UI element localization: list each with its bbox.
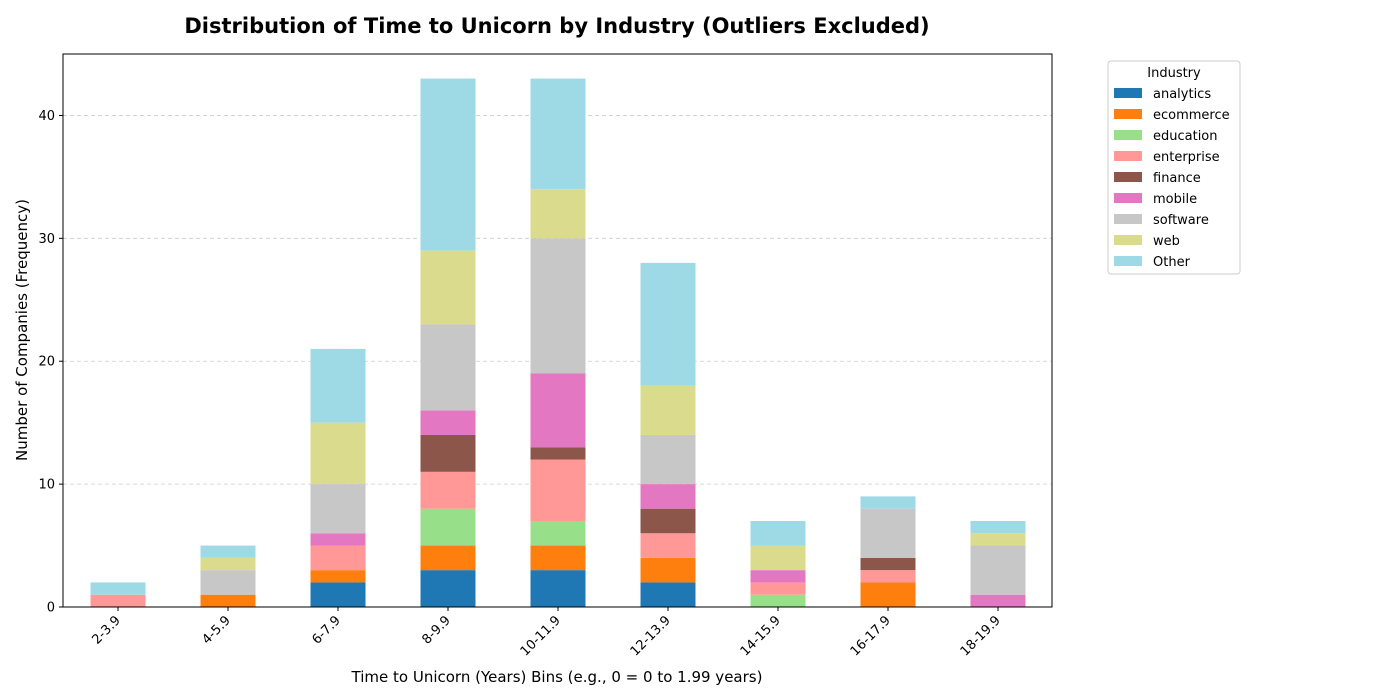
legend-swatch-web	[1114, 235, 1142, 245]
bar-segment-analytics	[420, 570, 476, 607]
bar-segment-other	[860, 496, 916, 509]
x-tick-label: 16-17.9	[848, 613, 894, 659]
legend-swatch-analytics	[1114, 88, 1142, 98]
bar-segment-software	[970, 545, 1026, 595]
legend-swatch-mobile	[1114, 193, 1142, 203]
y-tick-label: 0	[47, 601, 55, 616]
bar-segment-web	[200, 557, 256, 571]
bar-segment-web	[640, 385, 696, 435]
bar-segment-education	[750, 594, 806, 607]
bar-segment-software	[310, 484, 366, 534]
bar-segment-enterprise	[530, 459, 586, 521]
bar-segment-ecommerce	[640, 557, 696, 583]
legend-label-finance: finance	[1153, 171, 1201, 186]
bars	[90, 78, 1026, 607]
legend-swatch-software	[1114, 214, 1142, 224]
bar-segment-other	[640, 262, 696, 386]
legend-label-enterprise: enterprise	[1153, 150, 1220, 165]
bar-segment-finance	[530, 447, 586, 460]
bar-segment-web	[970, 533, 1026, 546]
legend-label-other: Other	[1153, 255, 1191, 270]
bar-segment-mobile	[970, 594, 1026, 607]
x-tick-label: 4-5.9	[199, 613, 233, 647]
x-axis-label: Time to Unicorn (Years) Bins (e.g., 0 = …	[351, 668, 763, 686]
legend-label-web: web	[1153, 234, 1180, 249]
legend-swatch-finance	[1114, 172, 1142, 182]
bar-segment-software	[640, 434, 696, 485]
legend-label-analytics: analytics	[1153, 87, 1211, 102]
y-tick-label: 30	[38, 232, 55, 247]
bar-segment-mobile	[310, 533, 366, 546]
legend-label-software: software	[1153, 213, 1209, 228]
bar-segment-software	[860, 508, 916, 558]
bar-segment-mobile	[750, 570, 806, 583]
bar-segment-finance	[640, 508, 696, 534]
bar-segment-other	[310, 348, 366, 423]
x-tick-label: 10-11.9	[518, 613, 564, 659]
bar-segment-mobile	[640, 484, 696, 509]
x-tick-label: 2-3.9	[89, 613, 123, 647]
legend-swatch-enterprise	[1114, 151, 1142, 161]
bar-segment-ecommerce	[200, 594, 256, 607]
bar-segment-other	[200, 545, 256, 558]
bar-segment-other	[420, 78, 476, 251]
y-tick-label: 10	[38, 478, 55, 493]
bar-segment-ecommerce	[530, 545, 586, 571]
bar-segment-web	[750, 545, 806, 571]
legend-swatch-education	[1114, 130, 1142, 140]
bar-segment-web	[530, 189, 586, 239]
legend-swatch-ecommerce	[1114, 109, 1142, 119]
bar-segment-other	[750, 520, 806, 546]
bar-segment-finance	[420, 434, 476, 472]
legend-items: analytics ecommerce education enterprise fin…	[1114, 87, 1230, 270]
bar-segment-enterprise	[310, 545, 366, 571]
bar-segment-mobile	[420, 410, 476, 435]
legend-label-mobile: mobile	[1153, 192, 1197, 207]
bar-segment-analytics	[530, 570, 586, 607]
bar-segment-education	[420, 508, 476, 546]
legend-label-ecommerce: ecommerce	[1153, 108, 1230, 123]
bar-segment-analytics	[640, 582, 696, 607]
bar-segment-web	[420, 250, 476, 325]
bar-segment-enterprise	[640, 533, 696, 558]
bar-segment-finance	[860, 557, 916, 571]
gridlines	[63, 115, 1052, 485]
x-tick-label: 12-13.9	[628, 613, 674, 659]
bar-segment-enterprise	[420, 471, 476, 509]
bar-segment-enterprise	[750, 582, 806, 595]
x-tick-label: 14-15.9	[738, 613, 784, 659]
bar-segment-software	[420, 324, 476, 411]
legend-label-education: education	[1153, 129, 1218, 144]
bar-segment-enterprise	[90, 594, 146, 607]
bar-segment-ecommerce	[310, 570, 366, 583]
bar-segment-other	[970, 520, 1026, 534]
bar-segment-software	[200, 570, 256, 595]
bar-segment-mobile	[530, 373, 586, 448]
x-tick-label: 6-7.9	[309, 613, 343, 647]
y-tick-label: 40	[38, 109, 55, 124]
x-axis: 2-3.9 4-5.9 6-7.9 8-9.9 10-11.9 12-13.9 14-15.…	[89, 607, 1004, 659]
chart-title: Distribution of Time to Unicorn by Indus…	[184, 14, 929, 38]
bar-segment-enterprise	[860, 570, 916, 583]
bar-segment-ecommerce	[420, 545, 476, 571]
y-axis: 0 10 20 30 40	[38, 109, 63, 616]
legend-title: Industry	[1147, 66, 1201, 81]
bar-segment-web	[310, 422, 366, 485]
bar-segment-software	[530, 238, 586, 374]
x-tick-label: 18-19.9	[958, 613, 1004, 659]
bar-segment-ecommerce	[860, 582, 916, 607]
bar-segment-other	[530, 78, 586, 190]
y-tick-label: 20	[38, 355, 55, 370]
bar-segment-other	[90, 582, 146, 595]
legend-swatch-other	[1114, 256, 1142, 266]
bar-segment-education	[530, 520, 586, 546]
y-axis-label: Number of Companies (Frequency)	[13, 199, 31, 461]
bar-segment-analytics	[310, 582, 366, 607]
x-tick-label: 8-9.9	[419, 613, 453, 647]
legend: Industry analytics ecommerce education ente…	[1107, 60, 1241, 275]
